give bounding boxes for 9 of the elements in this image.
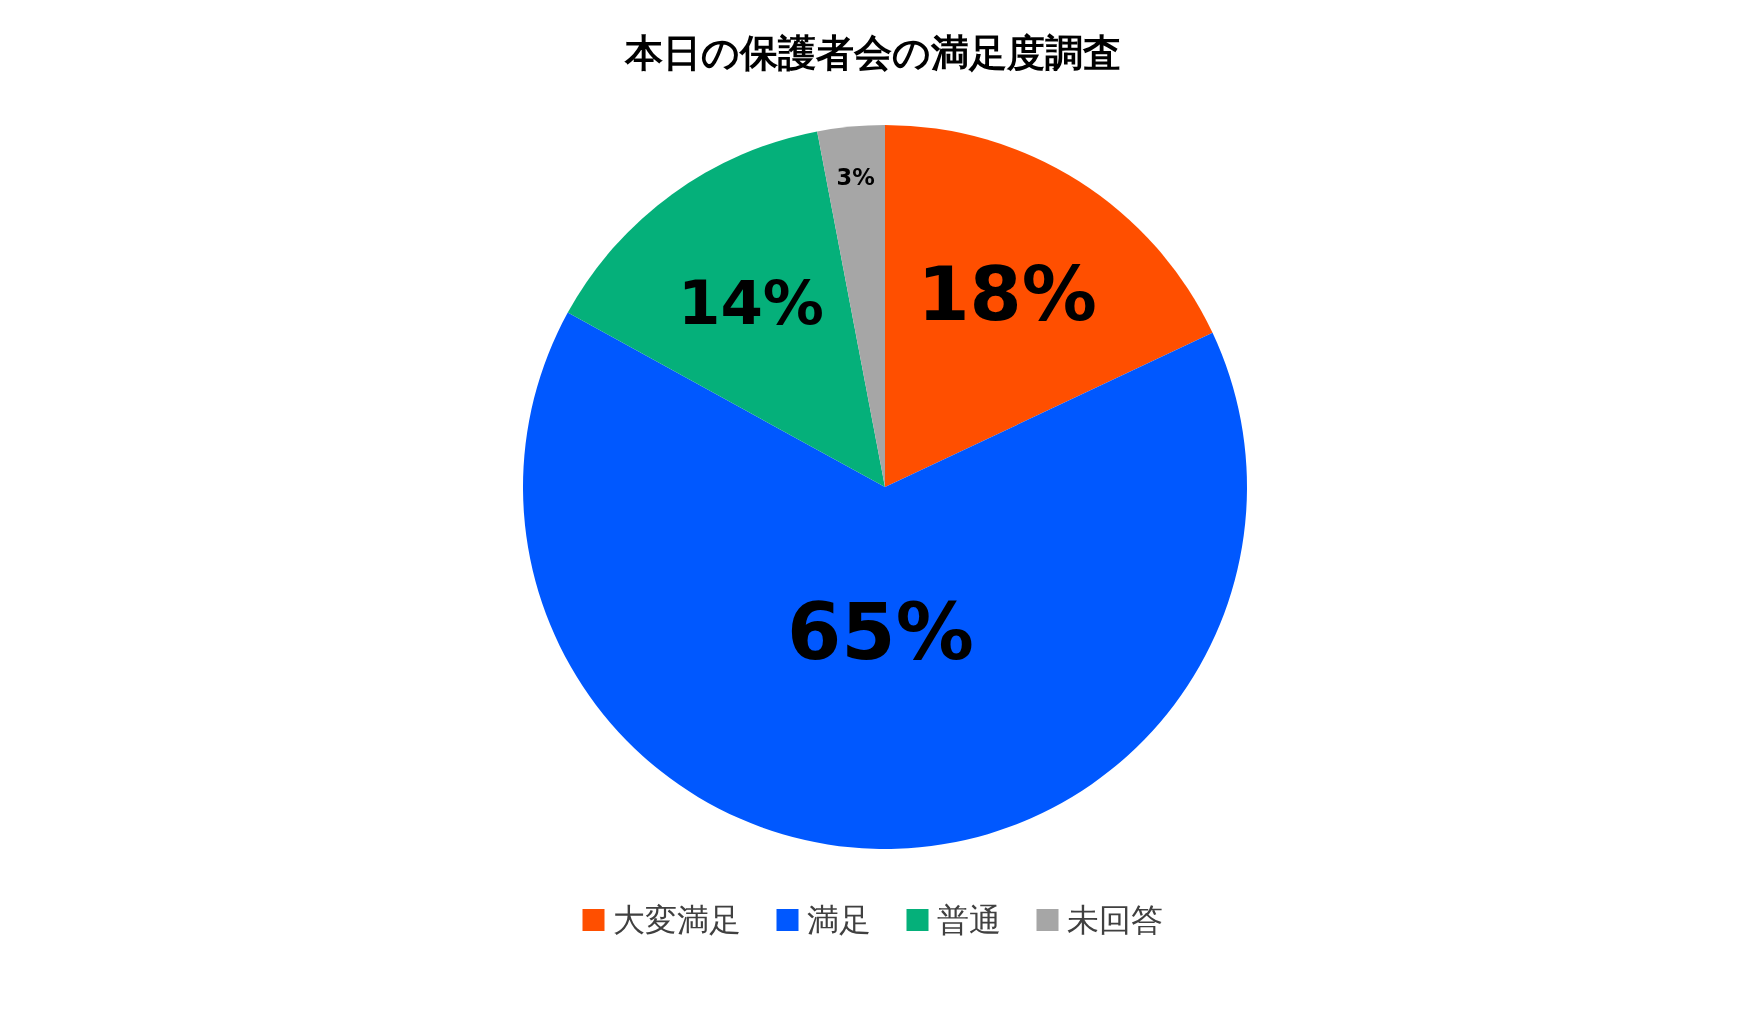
legend-label: 大変満足 xyxy=(612,901,741,939)
data-label: 18% xyxy=(917,250,1097,339)
legend-label: 普通 xyxy=(936,901,1001,939)
data-label: 14% xyxy=(677,267,824,338)
data-label: 3% xyxy=(836,164,875,191)
legend-label: 満足 xyxy=(806,901,871,939)
data-label: 65% xyxy=(787,586,974,677)
chart-title: 本日の保護者会の満足度調査 xyxy=(623,31,1121,75)
legend-label: 未回答 xyxy=(1066,901,1163,939)
